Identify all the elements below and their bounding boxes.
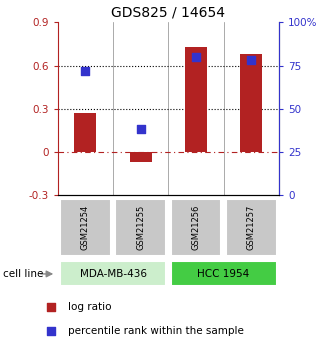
Bar bbox=[240, 54, 262, 152]
Text: GSM21257: GSM21257 bbox=[247, 205, 256, 250]
Bar bbox=[60, 262, 166, 286]
Bar bbox=[74, 113, 96, 152]
Bar bbox=[60, 199, 111, 256]
Bar bbox=[115, 199, 166, 256]
Point bbox=[248, 58, 254, 63]
Text: GSM21254: GSM21254 bbox=[81, 205, 90, 250]
Text: percentile rank within the sample: percentile rank within the sample bbox=[68, 326, 244, 336]
Bar bbox=[185, 47, 207, 152]
Text: log ratio: log ratio bbox=[68, 302, 112, 312]
Text: cell line: cell line bbox=[3, 269, 44, 279]
Point bbox=[83, 68, 88, 73]
Text: GSM21255: GSM21255 bbox=[136, 205, 145, 250]
Text: HCC 1954: HCC 1954 bbox=[197, 269, 250, 279]
Bar bbox=[130, 152, 152, 162]
Bar bbox=[226, 199, 277, 256]
Point bbox=[193, 54, 199, 60]
Title: GDS825 / 14654: GDS825 / 14654 bbox=[111, 6, 225, 20]
Point bbox=[138, 127, 143, 132]
Bar bbox=[171, 262, 277, 286]
Bar bbox=[171, 199, 221, 256]
Text: GSM21256: GSM21256 bbox=[191, 205, 200, 250]
Point bbox=[48, 304, 53, 309]
Point bbox=[48, 328, 53, 334]
Text: MDA-MB-436: MDA-MB-436 bbox=[80, 269, 147, 279]
